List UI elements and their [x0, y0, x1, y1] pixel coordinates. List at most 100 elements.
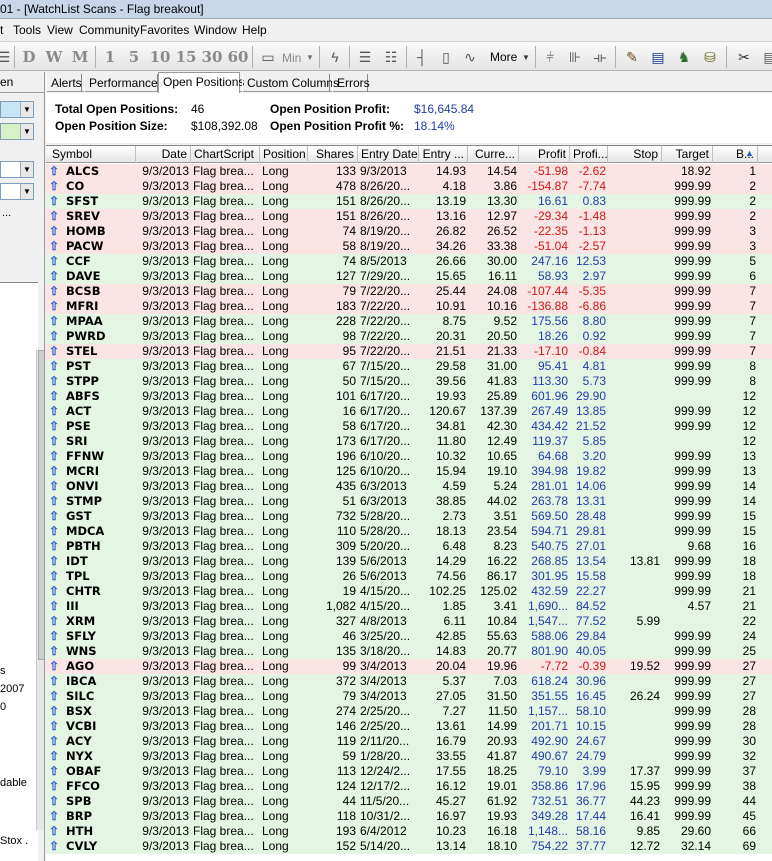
- table-row[interactable]: ⇧ XRM 9/3/2013 Flag brea... Long 327 4/8/2013 6…: [46, 614, 772, 629]
- chevron-down-icon[interactable]: ▼: [522, 53, 530, 62]
- table-row[interactable]: ⇧ HTH 9/3/2013 Flag brea... Long 193 6/4/2012 1…: [46, 824, 772, 839]
- table-row[interactable]: ⇧ OBAF 9/3/2013 Flag brea... Long 113 12/24/2.…: [46, 764, 772, 779]
- partial-toolbar-icon[interactable]: ▤: [763, 49, 772, 65]
- left-combo-4[interactable]: ▼: [0, 183, 34, 200]
- table-row[interactable]: ⇧ PACW 9/3/2013 Flag brea... Long 58 8/19/20..…: [46, 239, 772, 254]
- table-row[interactable]: ⇧ MFRI 9/3/2013 Flag brea... Long 183 7/22/20.…: [46, 299, 772, 314]
- left-scrollbar[interactable]: [36, 350, 44, 830]
- column-header-bars[interactable]: B...: [713, 146, 758, 163]
- interval-30-button[interactable]: 30: [201, 48, 223, 66]
- table-row[interactable]: ⇧ ONVI 9/3/2013 Flag brea... Long 435 6/3/2013…: [46, 479, 772, 494]
- tab-custom-columns[interactable]: Custom Columns: [242, 74, 339, 92]
- menu-item-tools[interactable]: Tools: [13, 23, 42, 37]
- scale-icon[interactable]: ⫩: [545, 49, 555, 65]
- compress-icon[interactable]: ⊪: [568, 49, 582, 65]
- table-row[interactable]: ⇧ GST 9/3/2013 Flag brea... Long 732 5/28/20..…: [46, 509, 772, 524]
- table-row[interactable]: ⇧ MDCA 9/3/2013 Flag brea... Long 110 5/28/20.…: [46, 524, 772, 539]
- partial-toolbar-icon[interactable]: ☰: [0, 49, 11, 65]
- minute-interval-icon[interactable]: ▭: [261, 49, 275, 65]
- table-row[interactable]: ⇧ HOMB 9/3/2013 Flag brea... Long 74 8/19/20..…: [46, 224, 772, 239]
- table-row[interactable]: ⇧ TPL 9/3/2013 Flag brea... Long 26 5/6/2013 74…: [46, 569, 772, 584]
- tab-errors[interactable]: Errors: [332, 74, 370, 92]
- table-row[interactable]: ⇧ ACT 9/3/2013 Flag brea... Long 16 6/17/20...…: [46, 404, 772, 419]
- table-row[interactable]: ⇧ ABFS 9/3/2013 Flag brea... Long 101 6/17/20.…: [46, 389, 772, 404]
- table-row[interactable]: ⇧ CVLY 9/3/2013 Flag brea... Long 152 5/14/20.…: [46, 839, 772, 854]
- column-header-shares[interactable]: Shares: [308, 146, 358, 163]
- menu-item-favorites[interactable]: Favorites: [140, 23, 190, 37]
- table-row[interactable]: ⇧ SRI 9/3/2013 Flag brea... Long 173 6/17/20..…: [46, 434, 772, 449]
- table-row[interactable]: ⇧ SPB 9/3/2013 Flag brea... Long 44 11/5/20...…: [46, 794, 772, 809]
- weekly-button[interactable]: W: [45, 48, 63, 66]
- interval-5-button[interactable]: 5: [128, 48, 140, 66]
- table-row[interactable]: ⇧ STMP 9/3/2013 Flag brea... Long 51 6/3/2013 3…: [46, 494, 772, 509]
- interval-60-button[interactable]: 60: [227, 48, 249, 66]
- table-row[interactable]: ⇧ PSE 9/3/2013 Flag brea... Long 58 6/17/20...…: [46, 419, 772, 434]
- min-dropdown[interactable]: Min: [282, 51, 302, 65]
- table-row[interactable]: ⇧ WNS 9/3/2013 Flag brea... Long 135 3/18/20..…: [46, 644, 772, 659]
- line-chart-icon[interactable]: ∿: [464, 49, 476, 65]
- tab-alerts[interactable]: Alerts: [46, 74, 82, 92]
- column-header-date[interactable]: Date: [136, 146, 191, 163]
- chevron-down-icon[interactable]: ▼: [306, 53, 314, 62]
- left-combo-1[interactable]: ▼: [0, 101, 34, 118]
- column-header-entry-date[interactable]: Entry Date: [358, 146, 419, 163]
- table-row[interactable]: ⇧ BCSB 9/3/2013 Flag brea... Long 79 7/22/20..…: [46, 284, 772, 299]
- candlestick-icon[interactable]: ▯: [442, 49, 450, 65]
- table-row[interactable]: ⇧ IDT 9/3/2013 Flag brea... Long 139 5/6/2013 1…: [46, 554, 772, 569]
- bar-chart-icon[interactable]: ┤: [417, 49, 427, 65]
- table-row[interactable]: ⇧ MCRI 9/3/2013 Flag brea... Long 125 6/10/20.…: [46, 464, 772, 479]
- table-row[interactable]: ⇧ PWRD 9/3/2013 Flag brea... Long 98 7/22/20..…: [46, 329, 772, 344]
- table-row[interactable]: ⇧ AGO 9/3/2013 Flag brea... Long 99 3/4/2013 20…: [46, 659, 772, 674]
- interval-1-button[interactable]: 1: [104, 48, 116, 66]
- column-header-profit-pct[interactable]: Profi...: [570, 146, 608, 163]
- daily-button[interactable]: D: [22, 48, 36, 66]
- scissors-icon[interactable]: ✂: [738, 49, 750, 65]
- lightning-icon[interactable]: ϟ: [331, 49, 339, 65]
- menu-item-help[interactable]: Help: [242, 23, 267, 37]
- table-row[interactable]: ⇧ PST 9/3/2013 Flag brea... Long 67 7/15/20...…: [46, 359, 772, 374]
- table-row[interactable]: ⇧ ALCS 9/3/2013 Flag brea... Long 133 9/3/2013…: [46, 164, 772, 179]
- table-row[interactable]: ⇧ STEL 9/3/2013 Flag brea... Long 95 7/22/20..…: [46, 344, 772, 359]
- strategy-icon[interactable]: ⛁: [704, 49, 716, 65]
- table-row[interactable]: ⇧ SREV 9/3/2013 Flag brea... Long 151 8/26/20.…: [46, 209, 772, 224]
- column-header-position[interactable]: Position: [260, 146, 308, 163]
- table-row[interactable]: ⇧ BRP 9/3/2013 Flag brea... Long 118 10/31/2..…: [46, 809, 772, 824]
- table-row[interactable]: ⇧ CHTR 9/3/2013 Flag brea... Long 19 4/15/20..…: [46, 584, 772, 599]
- column-header-stop[interactable]: Stop: [608, 146, 662, 163]
- column-header-current-price[interactable]: Curre...: [468, 146, 519, 163]
- tab-performance[interactable]: Performance: [84, 74, 158, 92]
- more-dropdown[interactable]: More: [490, 50, 518, 64]
- column-header-chartscript[interactable]: ChartScript: [191, 146, 260, 163]
- table-row[interactable]: ⇧ III 9/3/2013 Flag brea... Long 1,082 4/15/20…: [46, 599, 772, 614]
- menu-item-window[interactable]: Window: [194, 23, 237, 37]
- expand-icon[interactable]: ⟛: [593, 49, 607, 65]
- table-row[interactable]: ⇧ FFCO 9/3/2013 Flag brea... Long 124 12/17/2.…: [46, 779, 772, 794]
- robot-icon[interactable]: ♞: [677, 49, 691, 65]
- data-window-icon[interactable]: ▤: [651, 49, 665, 65]
- monthly-button[interactable]: M: [71, 48, 89, 66]
- table-row[interactable]: ⇧ SFLY 9/3/2013 Flag brea... Long 46 3/25/20..…: [46, 629, 772, 644]
- table-row[interactable]: ⇧ PBTH 9/3/2013 Flag brea... Long 309 5/20/20.…: [46, 539, 772, 554]
- table-row[interactable]: ⇧ ACY 9/3/2013 Flag brea... Long 119 2/11/20..…: [46, 734, 772, 749]
- table-row[interactable]: ⇧ VCBI 9/3/2013 Flag brea... Long 146 2/25/20.…: [46, 719, 772, 734]
- table-row[interactable]: ⇧ DAVE 9/3/2013 Flag brea... Long 127 7/29/20.…: [46, 269, 772, 284]
- table-row[interactable]: ⇧ STPP 9/3/2013 Flag brea... Long 50 7/15/20..…: [46, 374, 772, 389]
- table-row[interactable]: ⇧ SILC 9/3/2013 Flag brea... Long 79 3/4/2013 2…: [46, 689, 772, 704]
- menu-item-view[interactable]: View: [47, 23, 73, 37]
- left-list[interactable]: s 2007 0 dable Stox .: [0, 282, 38, 861]
- left-pane-tab[interactable]: en: [0, 75, 14, 89]
- menu-item-community[interactable]: Community: [79, 23, 140, 37]
- table-row[interactable]: ⇧ CO 9/3/2013 Flag brea... Long 478 8/26/20...…: [46, 179, 772, 194]
- column-header-profit[interactable]: Profit: [519, 146, 570, 163]
- left-combo-2[interactable]: ▼: [0, 123, 34, 140]
- table-row[interactable]: ⇧ BSX 9/3/2013 Flag brea... Long 274 2/25/20..…: [46, 704, 772, 719]
- interval-15-button[interactable]: 15: [175, 48, 197, 66]
- column-header-target[interactable]: Target: [662, 146, 713, 163]
- menu-item-file[interactable]: t: [0, 23, 4, 37]
- list-icon[interactable]: ☰: [358, 49, 372, 65]
- table-row[interactable]: ⇧ NYX 9/3/2013 Flag brea... Long 59 1/28/20...…: [46, 749, 772, 764]
- table-row[interactable]: ⇧ CCF 9/3/2013 Flag brea... Long 74 8/5/2013 26…: [46, 254, 772, 269]
- table-row[interactable]: ⇧ SFST 9/3/2013 Flag brea... Long 151 8/26/20.…: [46, 194, 772, 209]
- column-header-symbol[interactable]: Symbol: [46, 146, 136, 163]
- left-combo-3[interactable]: ▼: [0, 161, 34, 178]
